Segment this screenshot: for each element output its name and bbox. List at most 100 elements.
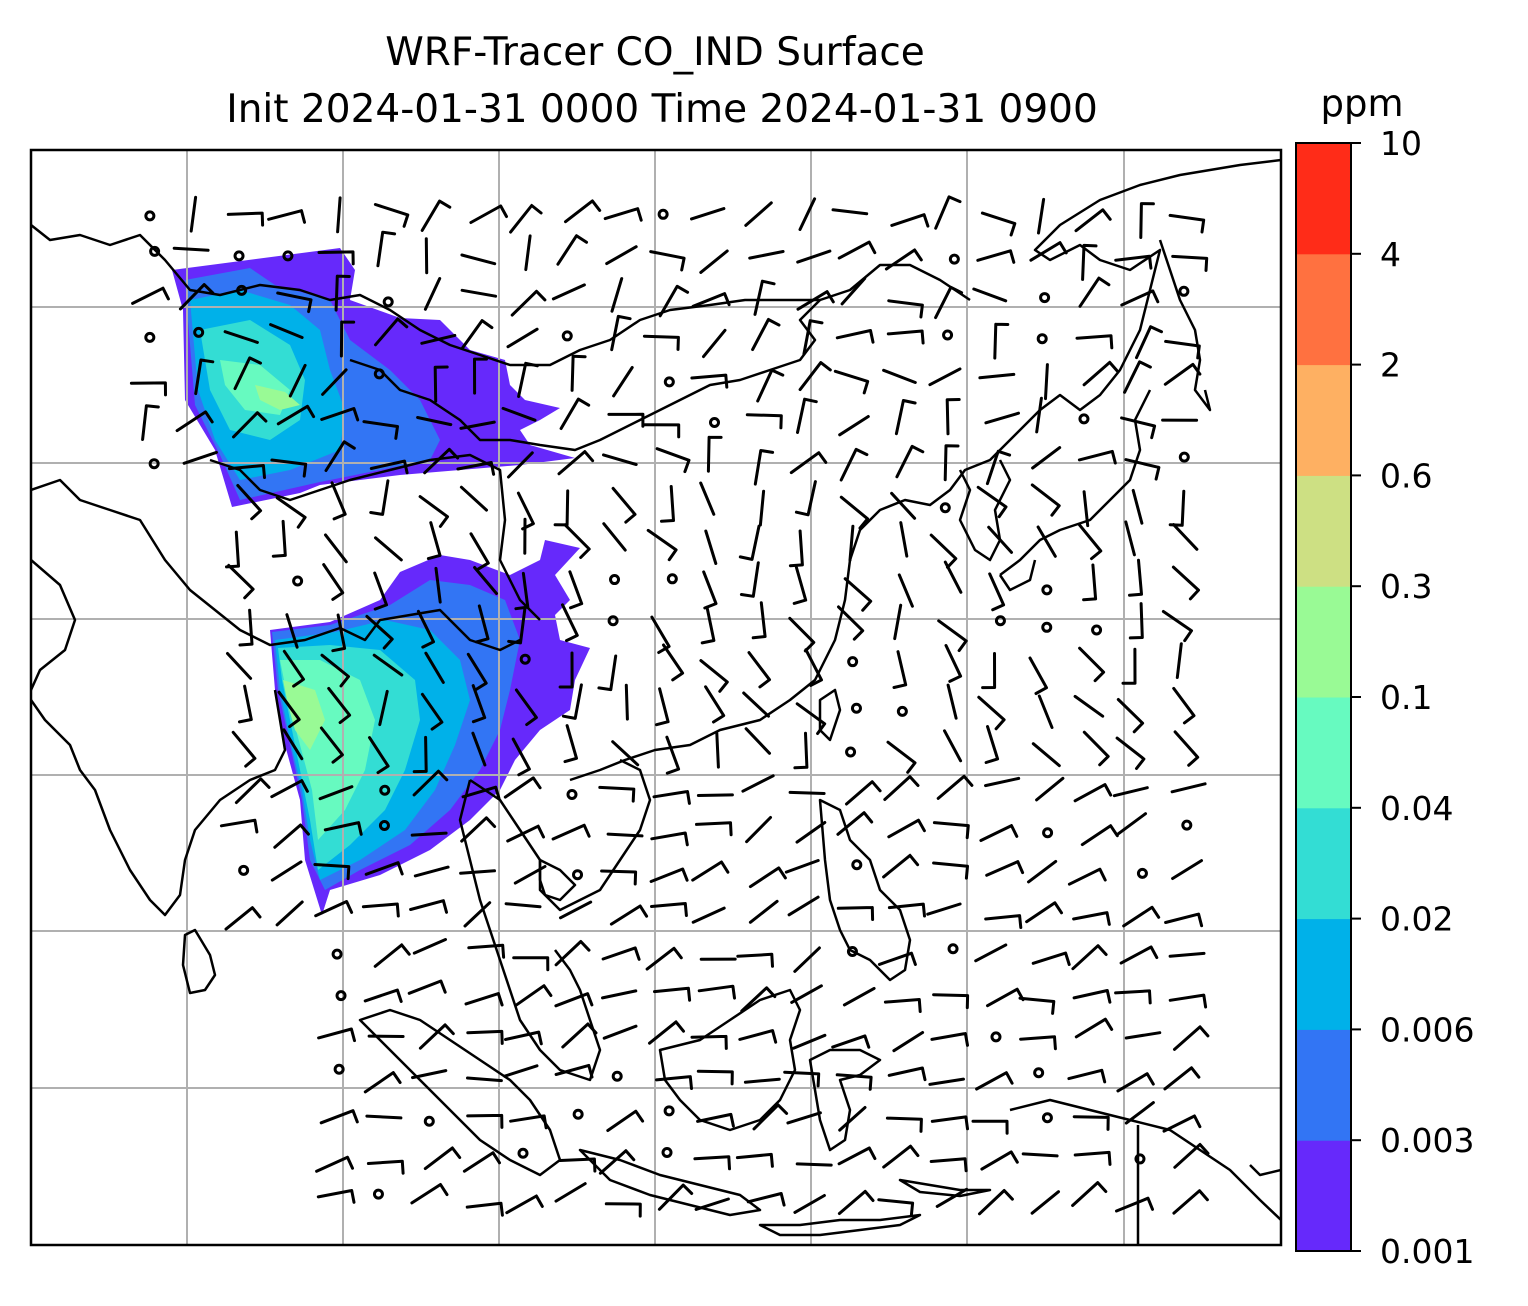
wind-barb: [1114, 254, 1153, 270]
plume-south-peak: [283, 680, 325, 750]
wind-barb: [984, 411, 1020, 425]
wind-barb: [559, 397, 591, 430]
wind-barb: [1030, 1190, 1060, 1215]
wind-barb: [334, 274, 351, 312]
wind-barb: [738, 1029, 778, 1044]
wind-barb: [363, 988, 403, 1003]
wind-barb: [1028, 656, 1048, 695]
wind-barb: [459, 485, 488, 512]
wind-barb: [288, 363, 307, 398]
wind-barb: [1082, 360, 1120, 387]
colorbar-ticks: 0.001 0.003 0.006 0.02 0.04 0.1 0.3 0.6 2 4 10: [1351, 124, 1474, 1271]
colorbar-tick-label: 0.001: [1380, 1232, 1474, 1271]
wind-barb: [238, 608, 254, 647]
wind-barb: [928, 1077, 965, 1086]
wind-barb: [696, 1112, 735, 1128]
wind-barb: [887, 1066, 927, 1082]
wind-barb: [1074, 1017, 1114, 1039]
wind-barb: [554, 1063, 594, 1079]
wind-barb: [610, 277, 624, 313]
wind-barb: [758, 489, 766, 527]
wind-barb: [223, 330, 259, 344]
wind-barb: [551, 283, 586, 301]
wind-barb: [934, 195, 962, 230]
wind-barb: [464, 992, 504, 1007]
wind-barb: [653, 986, 692, 1002]
wind-barb: [693, 1155, 731, 1171]
wind-barb: [469, 204, 508, 224]
coastline-sumatra: [358, 1008, 562, 1177]
wind-barb: [974, 943, 1008, 963]
wind-barb: [1073, 1150, 1112, 1166]
coastline-lesser-sunda: [758, 1213, 922, 1237]
wind-barb: [790, 984, 823, 1004]
wind-barb: [466, 1076, 503, 1083]
wind-barb: [744, 727, 771, 755]
wind-barbs: [129, 195, 1210, 1218]
wind-barb: [327, 686, 352, 725]
wind-barb: [699, 481, 716, 516]
wind-barb: [506, 824, 545, 843]
wind-barb-calm: [1033, 1067, 1045, 1079]
wind-barb: [788, 529, 804, 568]
wind-barb: [740, 986, 777, 1013]
coastline-new-guinea: [1009, 1098, 1281, 1221]
wind-barb: [665, 735, 681, 775]
wind-barb: [980, 211, 1017, 237]
wind-barb: [798, 197, 817, 231]
wind-barb: [882, 368, 917, 384]
wind-barb: [462, 1151, 501, 1173]
wind-barb: [843, 577, 873, 612]
wind-barb-calm: [1042, 827, 1054, 839]
wind-barb: [804, 648, 823, 687]
wind-barb: [748, 250, 785, 260]
wind-barb: [706, 435, 723, 473]
coastline-philippines: [818, 798, 912, 982]
wind-barb: [456, 461, 496, 476]
wind-barb: [796, 249, 832, 264]
wind-barb: [946, 683, 958, 720]
wind-barb: [228, 464, 266, 479]
wind-barb: [558, 651, 574, 689]
wind-barb-calm: [572, 869, 584, 881]
wind-barb: [568, 570, 584, 610]
wind-barb: [471, 684, 487, 724]
wind-barb: [836, 811, 874, 836]
wind-barb: [752, 1103, 789, 1131]
coastline-korea: [958, 459, 1012, 562]
wind-barb: [691, 860, 730, 882]
wind-barb: [655, 447, 691, 474]
wind-barb: [611, 740, 640, 767]
wind-barb: [1072, 1115, 1110, 1131]
wind-barb: [141, 404, 160, 441]
colorbar-band: [1296, 475, 1351, 587]
wind-barb: [314, 900, 354, 918]
wind-barb: [899, 521, 909, 558]
colorbar-tick-label: 0.04: [1380, 789, 1453, 828]
wind-barb: [606, 832, 644, 838]
colorbar-tick-label: 0.006: [1380, 1010, 1474, 1049]
wind-barb: [610, 314, 632, 352]
wind-barb: [1168, 951, 1206, 958]
coastline-taiwan: [818, 688, 842, 742]
wind-barb: [423, 447, 460, 475]
wind-barb: [655, 1075, 693, 1090]
wind-barb-calm: [236, 284, 248, 296]
coastline-srilanka: [181, 928, 217, 995]
wind-barb: [699, 659, 729, 693]
wind-barb: [412, 735, 428, 774]
wind-barb: [837, 1189, 875, 1215]
colorbar-band: [1296, 143, 1351, 255]
wind-barb: [507, 607, 527, 645]
wind-barb-calm: [942, 329, 954, 341]
wind-barb: [376, 230, 397, 268]
wind-barb: [324, 533, 348, 564]
wind-barb: [331, 613, 347, 653]
wind-barb: [795, 1162, 833, 1167]
wind-barb-calm: [1136, 867, 1148, 879]
colorbar-band: [1296, 918, 1351, 1030]
wind-barb: [650, 902, 688, 917]
wind-barb: [509, 1114, 548, 1130]
wind-barb: [887, 818, 926, 839]
wind-barb: [1073, 783, 1113, 803]
